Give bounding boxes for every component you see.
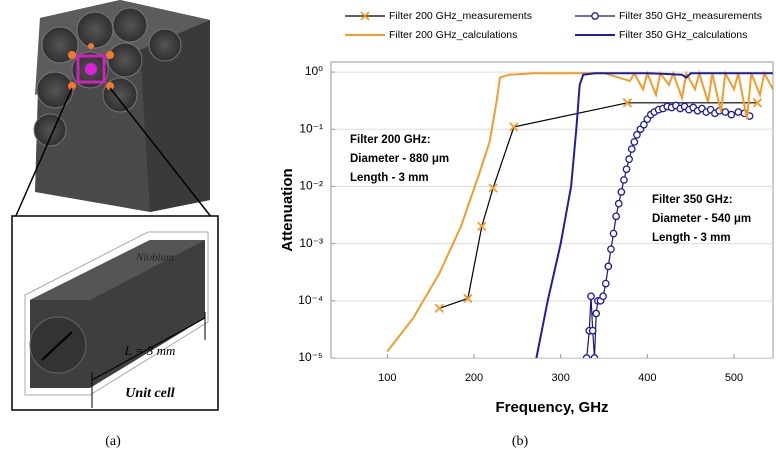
- panel-label: (b): [512, 434, 529, 449]
- marker: [626, 156, 632, 162]
- marker: [489, 184, 497, 192]
- marker: [588, 293, 594, 299]
- x-tick-label: 200: [465, 372, 483, 384]
- length-label: L = 3 mm: [124, 343, 176, 358]
- y-axis-title: Attenuation: [279, 168, 296, 251]
- x-tick-label: 300: [551, 372, 569, 384]
- marker: [728, 111, 734, 117]
- annotation: Length - 3 mm: [350, 172, 429, 184]
- marker: [735, 109, 741, 115]
- marker: [600, 293, 606, 299]
- figure: Niobium L = 3 mm Unit cell (a) (b) Atten…: [0, 0, 776, 464]
- marker: [629, 146, 635, 152]
- legend-label: Filter 350 GHz_calculations: [619, 29, 747, 41]
- marker: [592, 13, 598, 19]
- x-axis-title: Frequency, GHz: [495, 399, 608, 416]
- marker: [591, 355, 597, 361]
- y-tick-label: 10⁻³: [299, 236, 323, 250]
- panel-a-drawing: [12, 0, 218, 410]
- marker: [631, 139, 637, 145]
- annotation: Filter 350 GHz:: [652, 194, 733, 206]
- marker: [593, 310, 599, 316]
- marker: [605, 263, 611, 269]
- plot-frame: [331, 62, 773, 358]
- marker: [621, 177, 627, 183]
- marker: [613, 213, 619, 219]
- y-tick-label: 10⁻⁴: [298, 293, 323, 307]
- y-tick-label: 10⁻⁵: [298, 350, 323, 364]
- marker-stroke: [489, 184, 497, 192]
- marker: [608, 246, 614, 252]
- marker: [583, 355, 589, 361]
- panel-label: (a): [105, 434, 121, 449]
- y-tick-label: 10⁻²: [299, 179, 323, 193]
- legend-label: Filter 200 GHz_measurements: [389, 10, 532, 22]
- y-tick-label: 10⁰: [305, 64, 323, 78]
- x-tick-label: 400: [638, 372, 656, 384]
- x-tick-label: 100: [378, 372, 396, 384]
- annotation: Diameter - 880 μm: [350, 153, 449, 165]
- marker: [618, 189, 624, 195]
- y-tick-label: 10⁻¹: [299, 121, 323, 135]
- legend-label: Filter 350 GHz_measurements: [619, 10, 762, 22]
- annotation: Diameter - 540 μm: [652, 213, 751, 225]
- annotation: Filter 200 GHz:: [350, 134, 431, 146]
- legend-label: Filter 200 GHz_calculations: [389, 29, 517, 41]
- unit-cell-label: Unit cell: [125, 386, 174, 401]
- annotation: Length - 3 mm: [652, 232, 731, 244]
- marker: [590, 328, 596, 334]
- material-label: Niobium: [135, 252, 174, 264]
- marker: [610, 230, 616, 236]
- marker: [616, 200, 622, 206]
- marker: [435, 304, 443, 312]
- marker-stroke: [435, 304, 443, 312]
- marker: [623, 166, 629, 172]
- x-tick-label: 500: [725, 372, 743, 384]
- marker: [603, 280, 609, 286]
